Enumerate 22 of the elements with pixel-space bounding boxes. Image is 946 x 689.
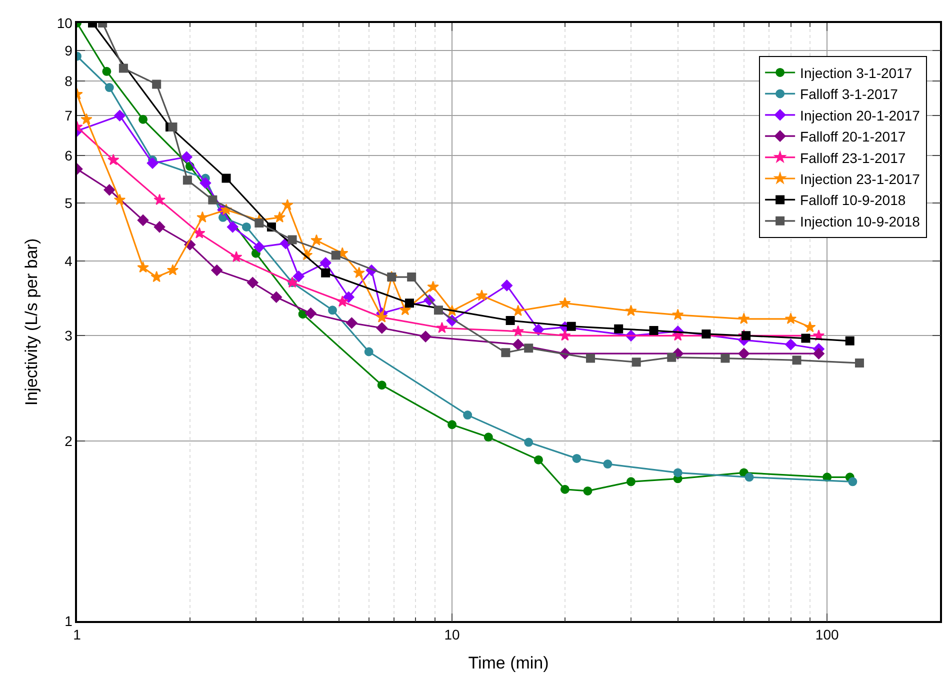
y-tick-label: 3 <box>64 328 73 344</box>
legend-label: Injection 3-1-2017 <box>800 64 912 81</box>
legend-label: Injection 10-9-2018 <box>800 213 920 230</box>
legend-label: Injection 23-1-2017 <box>800 170 920 187</box>
x-tick-label: 100 <box>815 626 839 643</box>
y-tick-label: 4 <box>64 252 73 269</box>
x-tick-label: 10 <box>444 626 460 643</box>
y-tick-label: 1 <box>64 612 73 629</box>
y-axis-title: Injectivity (L/s per bar) <box>22 238 41 406</box>
x-axis-title: Time (min) <box>468 653 549 672</box>
legend-label: Injection 20-1-2017 <box>800 107 920 124</box>
legend-label: Falloff 20-1-2017 <box>800 128 906 145</box>
y-tick-label: 6 <box>64 148 73 164</box>
legend-label: Falloff 23-1-2017 <box>800 150 906 166</box>
y-tick-label: 10 <box>56 14 73 31</box>
y-tick-label: 2 <box>64 432 73 449</box>
y-tick-label: 8 <box>64 72 73 89</box>
legend-label: Falloff 3-1-2017 <box>800 86 898 102</box>
y-tick-label: 7 <box>64 108 73 124</box>
y-tick-label: 5 <box>64 194 73 211</box>
legend-label: Falloff 10-9-2018 <box>800 192 906 208</box>
y-tick-label: 9 <box>64 42 73 58</box>
